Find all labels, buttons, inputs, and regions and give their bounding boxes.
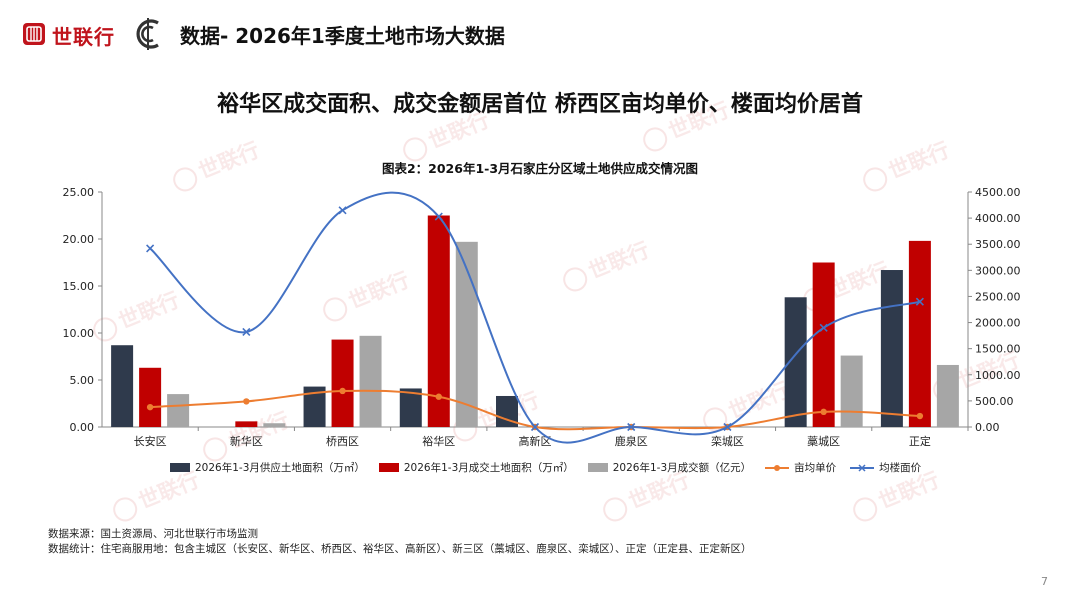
legend-item-deal-area: 2026年1-3月成交土地面积（万㎡） xyxy=(378,460,574,475)
slide-header: 世联行 数据- 2026年1季度土地市场大数据 xyxy=(0,0,1080,70)
x-tick-label: 栾城区 xyxy=(711,434,744,448)
line-point xyxy=(146,244,155,253)
data-notes: 数据来源：国土资源局、河北世联行市场监测 数据统计：住宅商服用地：包含主城区（长… xyxy=(48,527,752,557)
bar xyxy=(111,345,134,427)
bar xyxy=(263,423,286,427)
line-point xyxy=(627,422,636,432)
bar xyxy=(455,241,478,427)
line-point xyxy=(435,393,442,400)
line-point xyxy=(820,408,827,416)
line-point xyxy=(243,398,250,405)
bar xyxy=(840,355,863,427)
y-right-tick-label: 500.00 xyxy=(975,395,1014,408)
x-tick-label: 高新区 xyxy=(519,434,552,448)
y-left-tick-label: 0.00 xyxy=(70,421,95,434)
x-tick-label: 长安区 xyxy=(134,434,167,448)
y-right-tick-label: 2500.00 xyxy=(975,290,1021,303)
x-tick-label: 裕华区 xyxy=(422,434,455,448)
chart-title: 图表2：2026年1-3月石家庄分区域土地供应成交情况图 xyxy=(381,161,699,176)
y-left-tick-label: 5.00 xyxy=(70,374,95,387)
bar xyxy=(235,421,258,427)
line-point xyxy=(242,327,251,337)
y-right-tick-label: 0.00 xyxy=(975,421,1000,434)
bar xyxy=(331,339,354,427)
brand-name: 世联行 xyxy=(52,25,115,49)
y-right-tick-label: 4000.00 xyxy=(975,212,1021,225)
bar xyxy=(496,395,518,427)
x-tick-label: 桥西区 xyxy=(326,435,359,448)
chart-legend: 2026年1-3月供应土地面积（万㎡） 2026年1-3月成交土地面积（万㎡） … xyxy=(170,460,930,475)
page-number: 7 xyxy=(1041,575,1048,588)
legend-item-supply: 2026年1-3月供应土地面积（万㎡） xyxy=(170,460,365,475)
legend-item-mu-price: 亩均单价 xyxy=(765,460,836,475)
line-point xyxy=(916,412,924,420)
y-right-tick-label: 4500.00 xyxy=(975,186,1021,199)
line-point xyxy=(434,212,443,221)
bar xyxy=(784,297,807,427)
y-left-tick-label: 10.00 xyxy=(63,327,95,340)
y-left-tick-label: 20.00 xyxy=(63,233,95,246)
bar xyxy=(908,240,931,427)
emblem-icon xyxy=(136,18,159,50)
bar xyxy=(303,386,326,427)
series-line xyxy=(149,191,921,444)
line-point xyxy=(339,387,346,395)
data-source: 数据来源：国土资源局、河北世联行市场监测 xyxy=(48,528,258,540)
line-point xyxy=(338,206,347,215)
line-point xyxy=(819,323,828,332)
bar xyxy=(936,364,959,427)
line-point xyxy=(530,422,540,432)
x-tick-label: 新华区 xyxy=(230,434,263,448)
legend-item-deal-amount: 2026年1-3月成交额（亿元） xyxy=(587,460,751,475)
bar xyxy=(880,270,903,427)
page-title: 数据- 2026年1季度土地市场大数据 xyxy=(180,24,505,48)
bar xyxy=(359,335,382,427)
x-tick-label: 藁城区 xyxy=(807,435,840,448)
y-right-tick-label: 2000.00 xyxy=(975,317,1021,330)
x-tick-label: 鹿泉区 xyxy=(615,434,648,448)
y-right-tick-label: 1500.00 xyxy=(975,343,1021,356)
data-scope: 数据统计：住宅商服用地：包含主城区（长安区、新华区、桥西区、裕华区、高新区）、新… xyxy=(48,543,752,555)
legend-item-floor-price: 均楼面价 xyxy=(850,460,921,475)
y-right-tick-label: 1000.00 xyxy=(975,369,1021,382)
line-point xyxy=(915,297,924,306)
y-left-tick-label: 25.00 xyxy=(63,186,95,199)
headline: 裕华区成交面积、成交金额居首位 桥西区亩均单价、楼面均价居首 xyxy=(217,92,863,117)
line-point xyxy=(146,403,154,411)
y-right-tick-label: 3500.00 xyxy=(975,238,1021,251)
y-right-tick-label: 3000.00 xyxy=(975,264,1021,277)
bar xyxy=(812,262,835,427)
y-left-tick-label: 15.00 xyxy=(63,280,95,293)
bar xyxy=(139,367,162,427)
combo-chart: 0.00 5.00 10.00 15.00 20.00 25.00 0.00 500.00 10… xyxy=(63,186,1021,448)
x-tick-label: 正定 xyxy=(909,434,931,448)
line-point xyxy=(723,422,732,432)
bar xyxy=(399,388,422,427)
bar xyxy=(427,215,450,427)
bar xyxy=(167,394,190,427)
brand-logo-icon xyxy=(23,23,45,45)
